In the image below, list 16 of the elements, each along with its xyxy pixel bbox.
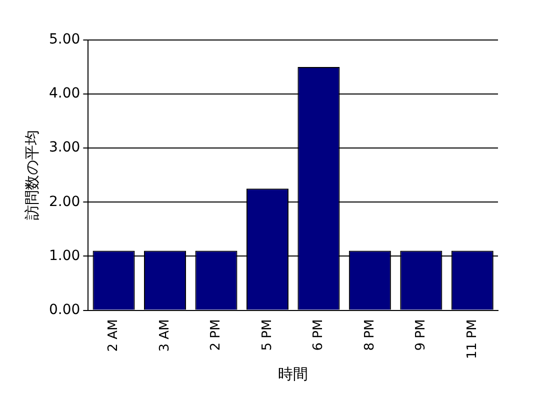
y-axis-title: 訪問数の平均 bbox=[22, 130, 41, 220]
x-tick-label: 5 PM bbox=[260, 319, 275, 351]
y-tick-label: 2.00 bbox=[49, 194, 80, 210]
y-tick-label: 4.00 bbox=[49, 86, 80, 102]
y-tick-label: 1.00 bbox=[49, 248, 80, 264]
x-tick-label: 11 PM bbox=[464, 319, 480, 360]
x-tick-label: 8 PM bbox=[362, 319, 378, 351]
y-tick-label: 3.00 bbox=[49, 140, 80, 156]
y-tick-label: 0.00 bbox=[49, 302, 80, 318]
x-tick-label: 6 PM bbox=[311, 319, 326, 351]
x-tick-label: 2 AM bbox=[106, 319, 122, 352]
x-axis-title: 時間 bbox=[278, 364, 308, 383]
x-tick-label: 2 PM bbox=[208, 319, 224, 351]
x-tick-label: 9 PM bbox=[414, 319, 429, 351]
y-tick-label: 5.00 bbox=[49, 32, 80, 48]
x-tick-label: 3 AM bbox=[157, 319, 172, 352]
